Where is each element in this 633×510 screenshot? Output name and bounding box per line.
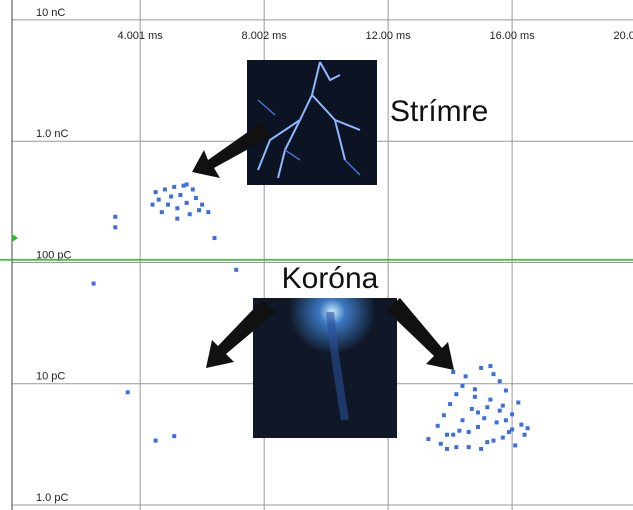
- data-point: [181, 183, 186, 188]
- data-point: [150, 202, 155, 207]
- data-point: [454, 392, 459, 397]
- photo-corona: [253, 298, 397, 438]
- data-point: [113, 214, 118, 219]
- data-point: [435, 423, 440, 428]
- annotation: Strímre: [390, 95, 488, 128]
- x-tick-label: 8.002 ms: [242, 30, 288, 42]
- data-point: [476, 410, 481, 415]
- data-point: [175, 216, 180, 221]
- data-point: [488, 364, 493, 369]
- data-point: [187, 212, 192, 217]
- data-point: [193, 196, 198, 201]
- data-point: [472, 387, 477, 392]
- y-tick-label: 100 pC: [36, 249, 72, 261]
- data-point: [516, 400, 521, 405]
- data-point: [485, 440, 490, 445]
- data-point: [497, 379, 502, 384]
- data-point: [466, 430, 471, 435]
- data-point: [469, 406, 474, 411]
- y-tick-label: 10 nC: [36, 7, 65, 19]
- data-point: [503, 388, 508, 393]
- data-point: [166, 202, 171, 207]
- photo-streamer: [247, 60, 377, 185]
- data-point: [503, 418, 508, 423]
- data-point: [466, 445, 471, 450]
- data-point: [500, 403, 505, 408]
- data-point: [519, 422, 524, 427]
- x-tick-label: 16.00 ms: [489, 30, 535, 42]
- data-point: [494, 420, 499, 425]
- data-point: [457, 428, 462, 433]
- x-tick-label: 4.001 ms: [118, 30, 164, 42]
- annotation: Koróna: [282, 262, 379, 295]
- y-tick-label: 1.0 pC: [36, 492, 68, 504]
- data-point: [451, 370, 456, 375]
- y-tick-label: 1.0 nC: [36, 128, 68, 140]
- data-point: [460, 418, 465, 423]
- data-point: [479, 365, 484, 370]
- data-point: [448, 402, 453, 407]
- data-point: [172, 434, 177, 439]
- data-point: [212, 236, 217, 241]
- data-point: [472, 394, 477, 399]
- data-point: [153, 438, 158, 443]
- data-point: [513, 443, 518, 448]
- data-point: [441, 413, 446, 418]
- data-point: [172, 184, 177, 189]
- data-point: [491, 438, 496, 443]
- data-point: [91, 281, 96, 286]
- data-point: [507, 430, 512, 435]
- data-point: [175, 206, 180, 211]
- data-point: [497, 408, 502, 413]
- data-point: [510, 427, 515, 432]
- data-point: [491, 372, 496, 377]
- data-point: [178, 193, 183, 198]
- data-point: [463, 374, 468, 379]
- data-point: [184, 182, 189, 187]
- data-point: [522, 432, 527, 437]
- data-point: [460, 383, 465, 388]
- x-tick-label: 12.00 ms: [365, 30, 411, 42]
- data-point: [445, 446, 450, 451]
- data-point: [197, 208, 202, 213]
- data-point: [190, 187, 195, 192]
- data-point: [500, 435, 505, 440]
- data-point: [156, 197, 161, 202]
- level-marker: [12, 234, 18, 242]
- data-point: [169, 194, 174, 199]
- data-point: [125, 390, 130, 395]
- data-point: [525, 426, 530, 431]
- data-point: [445, 432, 450, 437]
- data-point: [234, 267, 239, 272]
- data-point: [510, 412, 515, 417]
- data-point: [162, 187, 167, 192]
- x-tick-label: 20.00 ms: [613, 30, 633, 42]
- data-point: [200, 202, 205, 207]
- data-point: [153, 190, 158, 195]
- data-point: [479, 446, 484, 451]
- data-point: [488, 397, 493, 402]
- data-point: [113, 225, 118, 230]
- data-point: [438, 441, 443, 446]
- data-point: [426, 437, 431, 442]
- data-point: [206, 210, 211, 215]
- data-point: [184, 200, 189, 205]
- data-point: [454, 445, 459, 450]
- data-point: [159, 210, 164, 215]
- y-tick-label: 10 pC: [36, 371, 65, 383]
- arrows: [192, 122, 454, 370]
- data-point: [482, 416, 487, 421]
- data-point: [476, 424, 481, 429]
- data-point: [485, 405, 490, 410]
- data-point: [451, 432, 456, 437]
